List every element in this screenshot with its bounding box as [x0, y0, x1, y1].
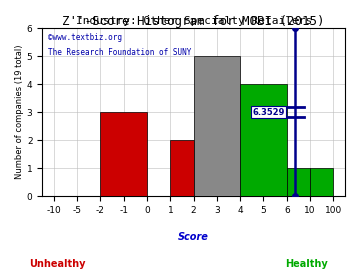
Text: Healthy: Healthy: [285, 259, 327, 269]
Bar: [170, 140, 194, 196]
Text: The Research Foundation of SUNY: The Research Foundation of SUNY: [48, 48, 192, 57]
Title: Z''-Score Histogram for MOBI (2015): Z''-Score Histogram for MOBI (2015): [62, 15, 325, 28]
Y-axis label: Number of companies (19 total): Number of companies (19 total): [15, 45, 24, 179]
X-axis label: Score: Score: [178, 231, 209, 241]
Bar: [287, 168, 310, 196]
Bar: [194, 56, 240, 196]
Text: ©www.textbiz.org: ©www.textbiz.org: [48, 33, 122, 42]
Bar: [240, 84, 287, 196]
Text: Industry: Other Specialty Retailers: Industry: Other Specialty Retailers: [76, 16, 312, 26]
Text: 6.3529: 6.3529: [252, 108, 284, 117]
Text: Unhealthy: Unhealthy: [30, 259, 86, 269]
Bar: [310, 168, 333, 196]
Bar: [100, 112, 147, 196]
